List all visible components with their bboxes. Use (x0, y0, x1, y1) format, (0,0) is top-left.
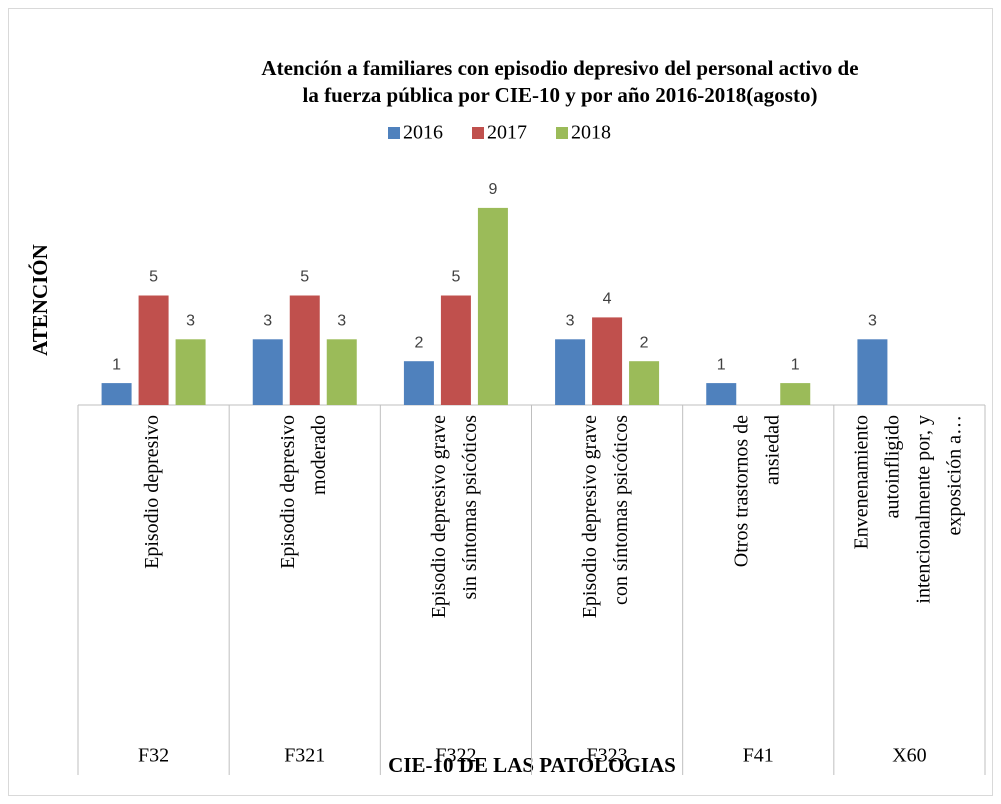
bar (477, 207, 508, 405)
legend-swatch (556, 127, 568, 139)
data-label: 3 (868, 313, 877, 330)
category-description: con síntomas psicóticos (610, 415, 632, 605)
category-description: Episodio depresivo grave (428, 415, 450, 618)
category-description: ansiedad (761, 415, 783, 485)
category-description: intencionalmente por, y (913, 415, 935, 604)
chart-title: Atención a familiares con episodio depre… (261, 56, 858, 80)
data-label: 2 (640, 334, 649, 351)
x-tick-label: F323 (587, 745, 628, 767)
bar (403, 361, 434, 405)
bar (175, 339, 206, 405)
category-description: Envenenamiento (851, 415, 873, 549)
data-label: 3 (263, 313, 272, 330)
bar (706, 383, 737, 405)
bar (857, 339, 888, 405)
data-label: 5 (300, 269, 309, 286)
legend-label: 2018 (571, 122, 611, 144)
bar (326, 339, 357, 405)
y-axis-title: ATENCIÓN (28, 244, 52, 356)
legend-label: 2017 (487, 122, 527, 144)
category-description: moderado (308, 415, 330, 495)
data-label: 3 (186, 313, 195, 330)
x-tick-label: F41 (743, 745, 774, 767)
x-tick-label: F32 (138, 745, 169, 767)
chart-title: la fuerza pública por CIE-10 y por año 2… (303, 83, 818, 107)
data-label: 3 (337, 313, 346, 330)
legend-label: 2016 (403, 122, 443, 144)
bar (440, 295, 471, 405)
bar (629, 361, 660, 405)
data-label: 1 (112, 356, 121, 373)
data-label: 9 (488, 181, 497, 198)
data-label: 2 (414, 334, 423, 351)
bar (555, 339, 586, 405)
data-label: 1 (717, 356, 726, 373)
category-description: autoinfligido (882, 415, 904, 518)
bar (592, 317, 623, 405)
data-label: 5 (149, 269, 158, 286)
category-description: Episodio depresivo (141, 415, 163, 569)
category-description: sin síntomas psicóticos (459, 415, 481, 600)
bar (138, 295, 169, 405)
bar (289, 295, 320, 405)
category-description: Episodio depresivo (277, 415, 299, 569)
bar (252, 339, 283, 405)
bar (780, 383, 811, 405)
data-label: 3 (566, 313, 575, 330)
data-label: 1 (791, 356, 800, 373)
data-label: 4 (603, 291, 612, 308)
category-description: exposición a… (944, 415, 966, 536)
legend-swatch (472, 127, 484, 139)
category-description: Episodio depresivo grave (579, 415, 601, 618)
category-description: Otros trastornos de (730, 415, 752, 567)
x-tick-label: X60 (892, 745, 926, 767)
data-label: 5 (451, 269, 460, 286)
legend-swatch (388, 127, 400, 139)
x-tick-label: F321 (284, 745, 325, 767)
x-tick-label: F322 (435, 745, 476, 767)
bar (101, 383, 132, 405)
